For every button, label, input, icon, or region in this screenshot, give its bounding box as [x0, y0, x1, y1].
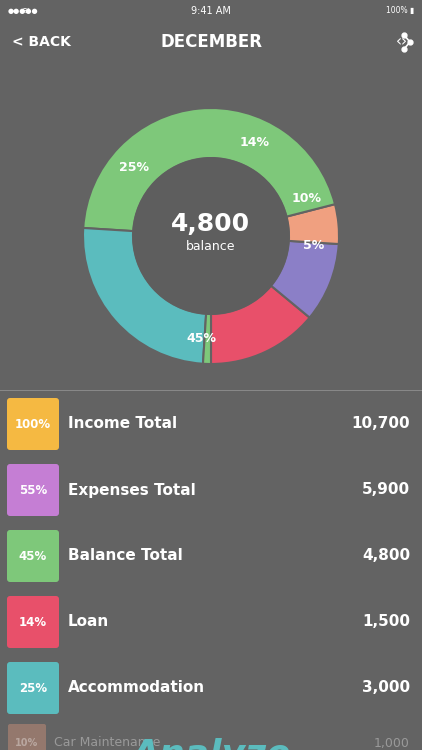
Text: 3,000: 3,000 [362, 680, 410, 695]
Text: Car Maintenance: Car Maintenance [54, 736, 160, 749]
Text: 5%: 5% [303, 239, 324, 252]
Text: 14%: 14% [19, 616, 47, 628]
Text: 55%: 55% [19, 484, 47, 496]
FancyBboxPatch shape [7, 596, 59, 648]
Bar [0, 721, 422, 750]
Text: DECEMBER: DECEMBER [160, 33, 262, 51]
Bar [0, 390, 422, 392]
Text: Expenses Total: Expenses Total [68, 482, 196, 497]
Text: 10,700: 10,700 [352, 416, 410, 431]
FancyBboxPatch shape [7, 530, 59, 582]
FancyBboxPatch shape [8, 724, 46, 750]
Text: 25%: 25% [19, 682, 47, 694]
Text: Accommodation: Accommodation [68, 680, 205, 695]
Text: < BACK: < BACK [12, 35, 71, 49]
Text: 45%: 45% [186, 332, 216, 345]
Bar [0, 721, 422, 750]
Text: 4,800: 4,800 [171, 212, 251, 236]
Wedge shape [211, 286, 310, 364]
Wedge shape [83, 108, 335, 231]
Text: 4,800: 4,800 [362, 548, 410, 563]
Text: 1,000: 1,000 [374, 736, 410, 749]
Text: Income Total: Income Total [68, 416, 177, 431]
Text: ≋: ≋ [22, 6, 30, 16]
FancyBboxPatch shape [7, 464, 59, 516]
Text: Balance Total: Balance Total [68, 548, 183, 563]
Text: 10%: 10% [15, 738, 39, 748]
Text: 25%: 25% [119, 161, 149, 175]
Bar [0, 655, 422, 721]
Bar [0, 391, 422, 457]
Text: Analyze: Analyze [131, 738, 291, 750]
Text: 5,900: 5,900 [362, 482, 410, 497]
FancyBboxPatch shape [7, 662, 59, 714]
Text: 100%: 100% [15, 418, 51, 430]
Text: ●●●●●: ●●●●● [8, 8, 39, 14]
Wedge shape [203, 314, 211, 364]
Text: ‹›: ‹› [396, 34, 408, 50]
Text: 14%: 14% [240, 136, 270, 149]
Text: 45%: 45% [19, 550, 47, 562]
FancyBboxPatch shape [7, 398, 59, 450]
Wedge shape [287, 204, 339, 244]
Text: 10%: 10% [292, 191, 322, 205]
Bar [0, 457, 422, 523]
Text: balance: balance [186, 239, 236, 253]
Bar [0, 62, 422, 390]
Bar [0, 523, 422, 589]
Bar [0, 22, 422, 62]
Text: 100% ▮: 100% ▮ [386, 7, 414, 16]
Text: Loan: Loan [68, 614, 109, 629]
Text: 9:41 AM: 9:41 AM [191, 6, 231, 16]
Bar [0, 589, 422, 655]
Wedge shape [271, 241, 339, 317]
Text: 1,500: 1,500 [362, 614, 410, 629]
Circle shape [133, 158, 289, 314]
Wedge shape [83, 228, 206, 364]
Bar [0, 0, 422, 22]
